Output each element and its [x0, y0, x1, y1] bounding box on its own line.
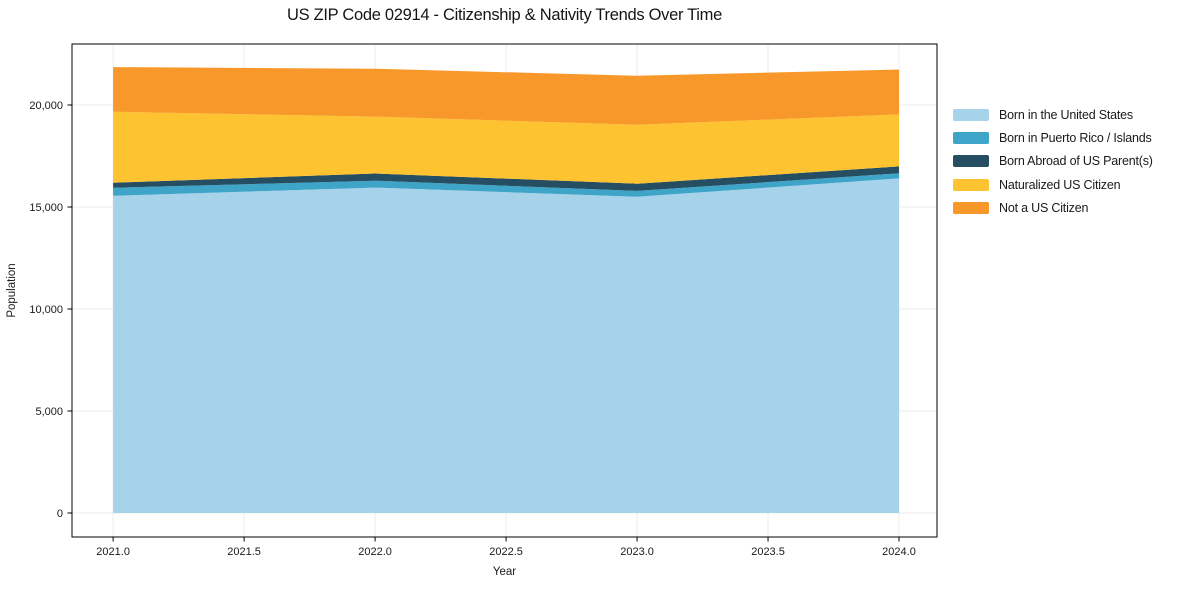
x-tick-label: 2022.0 [358, 546, 392, 558]
y-axis-label: Population [6, 263, 18, 317]
y-tick-label: 5,000 [35, 406, 63, 418]
x-axis-label: Year [493, 566, 516, 578]
legend-label: Not a US Citizen [999, 201, 1089, 216]
legend-label: Naturalized US Citizen [999, 177, 1121, 192]
legend-swatch-born-in-puerto-rico-islands [953, 132, 989, 145]
area-born-in-the-united-states [113, 178, 900, 513]
y-tick-label: 15,000 [29, 202, 63, 214]
area-not-a-us-citizen [113, 67, 900, 125]
legend-label: Born in the United States [999, 107, 1133, 122]
legend-swatch-born-abroad-of-us-parent-s [953, 155, 989, 168]
x-tick-label: 2021.0 [96, 546, 130, 558]
legend-label: Born in Puerto Rico / Islands [999, 131, 1152, 146]
chart-title: US ZIP Code 02914 - Citizenship & Nativi… [286, 6, 722, 24]
x-tick-label: 2024.0 [882, 546, 916, 558]
y-tick-label: 0 [57, 508, 63, 520]
legend-swatch-naturalized-us-citizen [953, 178, 989, 191]
legend-swatch-born-in-the-united-states [953, 108, 989, 121]
x-axis: 2021.0 2021.5 2022.0 2022.5 2023.0 2023.5 2024… [96, 537, 916, 558]
legend-label: Born Abroad of US Parent(s) [999, 154, 1153, 169]
area-born-abroad-of-us-parent-s [113, 166, 900, 191]
legend-item-naturalized-us-citizen: Naturalized US Citizen [953, 173, 1153, 196]
area-born-in-puerto-rico-islands [113, 173, 900, 197]
x-tick-label: 2021.5 [227, 546, 261, 558]
y-tick-label: 10,000 [29, 304, 63, 316]
legend: Born in the United States Born in Puerto … [953, 103, 1153, 220]
legend-item-born-in-the-united-states: Born in the United States [953, 103, 1153, 126]
legend-item-born-abroad-of-us-parent-s: Born Abroad of US Parent(s) [953, 150, 1153, 173]
legend-item-born-in-puerto-rico-islands: Born in Puerto Rico / Islands [953, 126, 1153, 149]
x-tick-label: 2023.5 [751, 546, 785, 558]
y-tick-label: 20,000 [29, 100, 63, 112]
y-axis: 0 5,000 10,000 15,000 20,000 [29, 100, 72, 520]
x-tick-label: 2023.0 [620, 546, 654, 558]
area-naturalized-us-citizen [113, 111, 900, 184]
legend-item-not-a-us-citizen: Not a US Citizen [953, 197, 1153, 220]
plot-border [71, 43, 938, 538]
x-tick-label: 2022.5 [489, 546, 523, 558]
legend-swatch-not-a-us-citizen [953, 202, 989, 215]
